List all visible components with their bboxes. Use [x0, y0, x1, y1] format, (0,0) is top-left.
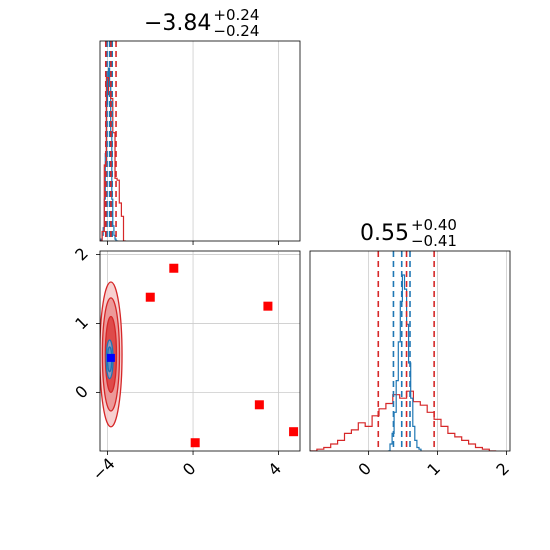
- hist-param1-group: [310, 251, 497, 451]
- square-marker-5: [289, 427, 299, 437]
- tick-label-y-param1-1: 1: [71, 313, 92, 334]
- truth-marker-blue: [106, 353, 115, 362]
- hist-param0-blue: [100, 67, 119, 241]
- param1-title-minus: −0.41: [411, 232, 457, 250]
- tick-label-x-param0-2: 4: [264, 459, 285, 480]
- frame-joint: [99, 250, 301, 452]
- square-marker-2: [190, 438, 200, 448]
- square-marker-1: [169, 263, 179, 273]
- joint-group: [100, 263, 299, 448]
- square-marker-0: [145, 292, 155, 302]
- square-marker-3: [254, 400, 264, 410]
- frame-param0-hist: [99, 40, 301, 242]
- param0-title-minus: −0.24: [213, 22, 259, 40]
- square-marker-4: [263, 301, 273, 311]
- tick-label-x-param1-1: 1: [423, 459, 444, 480]
- tick-label-x-param0-0: −4: [89, 454, 119, 484]
- hist-param0-group: [100, 41, 126, 241]
- param1-title-median: 0.55: [360, 221, 409, 246]
- frame-param1-hist: [309, 250, 511, 452]
- tick-label-x-param0-1: 0: [179, 459, 200, 480]
- param0-title-median: −3.84: [144, 11, 211, 36]
- hist-param1-red: [310, 390, 497, 451]
- tick-label-x-param1-0: 0: [354, 459, 375, 480]
- param1-title-plus: +0.40: [411, 216, 457, 234]
- tick-label-y-param1-2: 2: [71, 244, 92, 265]
- tick-label-y-param1-0: 0: [71, 382, 92, 403]
- param0-title-plus: +0.24: [213, 6, 259, 24]
- tick-label-x-param1-2: 2: [492, 459, 513, 480]
